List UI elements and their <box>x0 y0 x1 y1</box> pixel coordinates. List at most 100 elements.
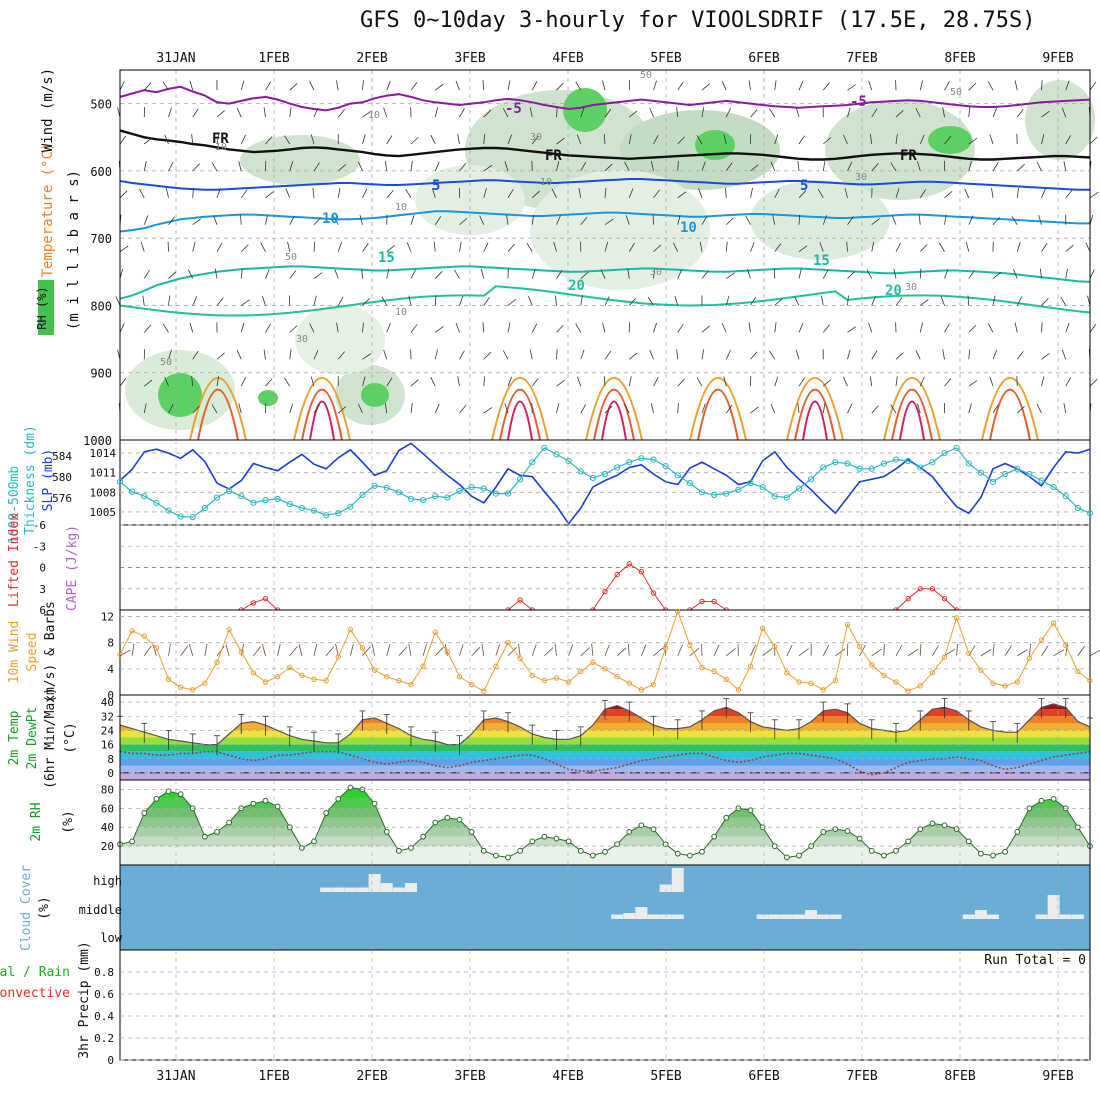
li-tick: 0 <box>39 562 46 575</box>
wind-tick: 4 <box>107 663 114 676</box>
rh2m-point <box>518 848 523 853</box>
rh-green-0 <box>563 88 607 132</box>
precip-tick: 0.2 <box>94 1032 114 1045</box>
isotherm-label: 5 <box>432 178 440 194</box>
rh2m-point <box>1003 849 1008 854</box>
temp-band-1 <box>120 766 1090 773</box>
rh-contour-label: 30 <box>905 282 917 293</box>
rh-green-4 <box>361 383 389 407</box>
date-label-top: 2FEB <box>356 51 387 66</box>
wind-barb <box>1090 270 1094 279</box>
rh-contour-label: 30 <box>650 267 662 278</box>
rh2m-point <box>930 821 935 826</box>
cloud-bar-high <box>381 883 393 892</box>
rh-contour-label: 30 <box>855 172 867 183</box>
rh2m-point <box>881 853 886 858</box>
cloud-bar-middle <box>1036 915 1048 920</box>
cloud-bar-middle <box>1060 915 1072 920</box>
cloud-bar-high <box>357 888 369 893</box>
rh2m-point <box>894 848 899 853</box>
date-label-bottom: 7FEB <box>846 1069 877 1084</box>
rh2m-point <box>227 820 232 825</box>
rh2m-point <box>797 853 802 858</box>
millibars-label: (m i l l i b a r s) <box>66 170 82 330</box>
rh2m-point <box>384 830 389 835</box>
upper-y-tick: 1000 <box>83 434 112 448</box>
isotherm-label: 10 <box>322 211 339 227</box>
rh2m-point <box>251 801 256 806</box>
rh2m-point <box>578 848 583 853</box>
rh-shade-10 <box>295 305 385 375</box>
cloud-bar-high <box>332 888 344 893</box>
cape-label: CAPE (J/kg) <box>65 525 80 611</box>
rh2m-point <box>857 836 862 841</box>
cloud-label-1: Cloud Cover <box>19 865 34 951</box>
cloud-bar-high <box>344 888 356 893</box>
wind-axis-label: Wind (m/s) <box>40 68 56 152</box>
cloud-bar-middle <box>1072 915 1084 920</box>
temp-label-2: 2m DewPt <box>25 707 40 770</box>
rh-axis-label: RH (%) <box>35 286 49 329</box>
upper-y-tick: 900 <box>90 367 112 381</box>
wind-barb <box>1090 379 1097 386</box>
rh-contour-label: 50 <box>950 87 962 98</box>
precip-label-1: Total / Rain <box>0 965 70 980</box>
cloud-bar-middle <box>648 915 660 920</box>
cloud-bar-high <box>660 885 672 893</box>
rh2m-point <box>966 839 971 844</box>
temp-tick: 16 <box>101 739 114 752</box>
precip-tick: 0.6 <box>94 988 114 1001</box>
rh2m-point <box>712 834 717 839</box>
date-label-bottom: 31JAN <box>156 1069 195 1084</box>
rh-tick: 40 <box>101 821 114 834</box>
rh2m-point <box>1051 796 1056 801</box>
rh-contour-label: 10 <box>395 202 407 213</box>
date-label-bottom: 3FEB <box>454 1069 485 1084</box>
date-label-top: 8FEB <box>944 51 975 66</box>
temp-tick: 32 <box>101 710 114 723</box>
cloud-bar-middle <box>757 915 769 920</box>
rh2m-point <box>869 848 874 853</box>
temp-tick: 8 <box>107 753 114 766</box>
rh2m-point <box>566 839 571 844</box>
cloud-panel-bg <box>120 865 1090 950</box>
temp-label-3: (6hr Min/Max) <box>43 687 58 789</box>
rh2m-point <box>154 796 159 801</box>
cloud-bar-high <box>672 868 684 892</box>
date-label-bottom: 9FEB <box>1042 1069 1073 1084</box>
rh2m-point <box>530 839 535 844</box>
cloud-bar-middle <box>635 907 647 919</box>
li-tick: 3 <box>39 583 46 596</box>
rh-contour-label: 30 <box>296 334 308 345</box>
rh-tick: 60 <box>101 802 114 815</box>
precip-tick: 0 <box>107 1054 114 1067</box>
wind-barb <box>1090 324 1096 332</box>
precip-panel-frame <box>120 950 1090 1060</box>
lifted-index-label: Lifted Index <box>7 513 22 607</box>
rh2m-point <box>372 801 377 806</box>
isotherm-label: FR <box>900 148 917 164</box>
temp-band-3 <box>120 752 1090 759</box>
temp-label-4: (°C) <box>63 722 78 753</box>
rh2m-point <box>130 839 135 844</box>
slp-tick: 1014 <box>90 447 117 460</box>
rh2m-point <box>1039 798 1044 803</box>
cloud-level-label: low <box>100 931 122 945</box>
rh2m-point <box>687 853 692 858</box>
surface-wind-barb <box>701 644 702 656</box>
date-label-bottom: 6FEB <box>748 1069 779 1084</box>
rh-contour-label: 10 <box>395 307 407 318</box>
cloud-bar-middle <box>805 910 817 919</box>
slp-tick: 1005 <box>90 506 117 519</box>
wind-barb <box>1090 192 1098 198</box>
rh2m-point <box>445 815 450 820</box>
date-label-top: 31JAN <box>156 51 195 66</box>
isotherm-label: 10 <box>680 220 697 236</box>
slp-tick: 1011 <box>90 467 117 480</box>
run-total-annotation: Run Total = 0 <box>984 953 1086 968</box>
cloud-bar-middle <box>672 915 684 920</box>
cloud-bar-middle <box>793 915 805 920</box>
cloud-level-label: high <box>93 874 122 888</box>
precip-label-2: Convective <box>0 986 70 1001</box>
